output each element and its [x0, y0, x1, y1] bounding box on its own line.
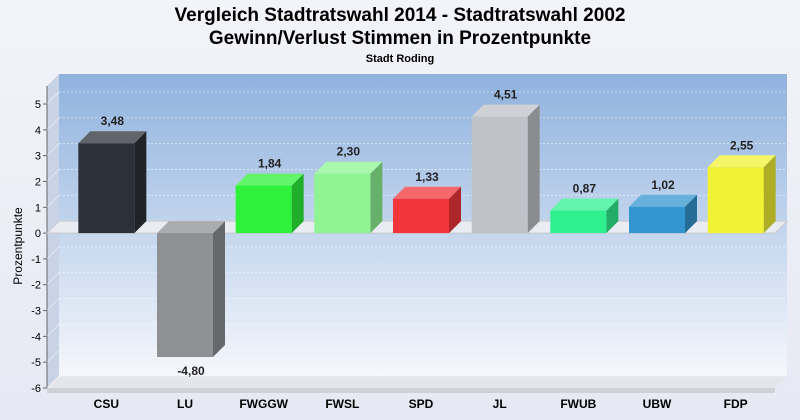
- gridline-diag: [46, 324, 60, 337]
- chart-header: Vergleich Stadtratswahl 2014 - Stadtrats…: [0, 0, 800, 65]
- bar-top: [393, 186, 461, 199]
- bar-fwub: [550, 198, 619, 234]
- y-tick-label: -1: [31, 254, 41, 266]
- bar-front: [471, 116, 528, 234]
- plot-floor-edge: [47, 388, 775, 393]
- y-tick-label: 1: [35, 202, 41, 214]
- y-tick-label: 4: [35, 125, 41, 137]
- value-label: 2,55: [730, 138, 754, 152]
- bar-jl: [471, 104, 540, 234]
- bar-front: [629, 206, 685, 234]
- bar-fdp: [707, 155, 776, 234]
- bar-top: [157, 221, 225, 234]
- bar-top: [235, 173, 304, 186]
- bar-lu: [157, 221, 225, 358]
- category-label: LU: [177, 397, 193, 411]
- bar-front: [550, 210, 607, 234]
- gridline-diag: [46, 194, 60, 208]
- bar-top: [629, 194, 697, 207]
- category-label: UBW: [643, 397, 672, 411]
- bar-top: [471, 104, 540, 117]
- chart-caption: Stadt Roding: [365, 53, 435, 65]
- y-tick-label: -5: [31, 357, 41, 369]
- bar-front: [707, 167, 764, 234]
- gridline-diag: [46, 246, 60, 260]
- plot-floor: [47, 376, 787, 388]
- bar-ubw: [629, 194, 697, 234]
- bar-front: [157, 233, 213, 358]
- bar-front: [235, 185, 292, 234]
- gridline-diag: [46, 91, 60, 105]
- y-tick-label: -3: [31, 306, 41, 318]
- chart-title: Vergleich Stadtratswahl 2014 - Stadtrats…: [174, 5, 626, 26]
- bar-front: [314, 173, 371, 234]
- bar-spd: [393, 186, 461, 234]
- bar-front: [393, 198, 449, 234]
- y-tick-label: -4: [31, 331, 41, 343]
- bar-side: [763, 155, 776, 234]
- gridline-diag: [46, 169, 60, 182]
- y-tick-label: -6: [31, 383, 41, 395]
- bar-top: [550, 198, 619, 211]
- bar-side: [685, 194, 697, 234]
- bar-csu: [78, 131, 147, 234]
- bar-side: [291, 173, 304, 234]
- gridline-diag: [46, 143, 60, 156]
- bar-top: [78, 131, 147, 144]
- category-label: SPD: [409, 397, 434, 411]
- value-label: 4,51: [494, 88, 518, 102]
- gridline-diag: [46, 375, 60, 389]
- value-label: 3,48: [101, 114, 125, 128]
- value-label: 0,87: [573, 182, 597, 196]
- y-tick-label: -2: [31, 280, 41, 292]
- category-label: FWUB: [560, 397, 596, 411]
- bar-top: [314, 161, 383, 174]
- gridline-diag: [46, 117, 60, 131]
- gridline-diag: [46, 298, 60, 311]
- category-label: FWGGW: [239, 397, 288, 411]
- gridline-diag: [46, 272, 60, 286]
- bar-side: [449, 186, 461, 234]
- value-label: 2,30: [337, 145, 361, 159]
- value-label: 1,33: [415, 170, 439, 184]
- y-tick-label: 0: [35, 228, 41, 240]
- bar-top: [707, 155, 776, 168]
- gridline-diag: [46, 349, 60, 363]
- y-tick-label: 3: [35, 151, 41, 163]
- chart-subtitle: Gewinn/Verlust Stimmen in Prozentpunkte: [208, 28, 592, 49]
- bar-side: [134, 131, 147, 234]
- y-axis-title: Prozentpunkte: [11, 207, 25, 285]
- value-label: 1,84: [258, 157, 282, 171]
- bar-side: [606, 198, 619, 234]
- value-label: 1,02: [651, 178, 675, 192]
- bar-front: [78, 143, 135, 234]
- y-tick-label: 2: [35, 176, 41, 188]
- bar-side: [370, 161, 383, 234]
- category-label: FWSL: [325, 397, 359, 411]
- y-tick-label: 5: [35, 99, 41, 111]
- category-label: CSU: [94, 397, 119, 411]
- category-label: FDP: [724, 397, 748, 411]
- category-label: JL: [493, 397, 507, 411]
- value-label: -4,80: [177, 364, 205, 378]
- bar-fwggw: [235, 173, 304, 234]
- bar-side: [527, 104, 540, 234]
- bar-side: [213, 221, 225, 358]
- bar-fwsl: [314, 161, 383, 234]
